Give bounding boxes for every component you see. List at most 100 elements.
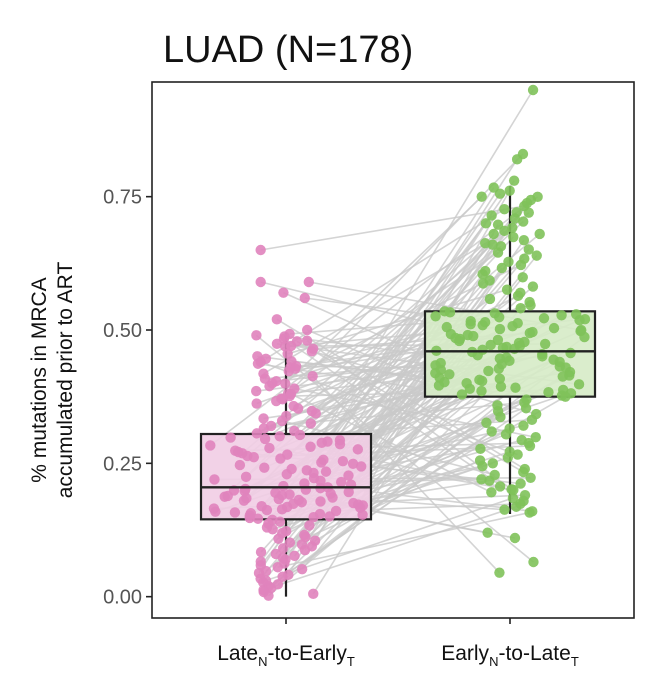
data-point bbox=[288, 498, 299, 510]
data-point bbox=[496, 262, 508, 274]
data-point bbox=[539, 338, 551, 350]
data-point bbox=[494, 312, 505, 323]
data-point bbox=[347, 458, 359, 469]
data-point bbox=[316, 457, 327, 468]
data-point bbox=[282, 348, 293, 360]
data-point bbox=[492, 219, 504, 230]
data-point bbox=[255, 356, 266, 368]
data-point bbox=[308, 588, 319, 600]
data-point bbox=[267, 524, 278, 535]
data-point bbox=[251, 398, 262, 409]
data-point bbox=[274, 431, 285, 442]
data-point bbox=[486, 487, 497, 498]
data-point bbox=[499, 504, 510, 515]
data-point bbox=[518, 420, 529, 431]
data-point bbox=[290, 363, 301, 374]
data-point bbox=[508, 175, 520, 186]
data-point bbox=[289, 550, 300, 562]
data-point bbox=[484, 475, 495, 486]
data-point bbox=[251, 385, 262, 397]
data-point bbox=[289, 425, 300, 437]
data-point bbox=[515, 478, 526, 489]
data-point bbox=[523, 207, 534, 218]
data-point bbox=[492, 247, 504, 258]
data-point bbox=[264, 442, 275, 454]
data-point bbox=[528, 556, 539, 568]
data-point bbox=[240, 471, 252, 483]
data-point bbox=[444, 369, 455, 380]
data-point bbox=[487, 458, 498, 469]
data-point bbox=[503, 256, 514, 268]
x-tick-label: EarlyN-to-LateT bbox=[441, 642, 579, 669]
paired-line bbox=[282, 459, 481, 550]
data-point bbox=[244, 510, 255, 521]
data-point bbox=[285, 388, 297, 400]
data-point bbox=[234, 459, 246, 471]
data-point bbox=[484, 275, 495, 286]
data-point bbox=[482, 527, 493, 538]
data-point bbox=[574, 315, 585, 326]
y-axis: 0.00 0.25 0.50 0.75 bbox=[103, 187, 152, 609]
data-point bbox=[507, 492, 519, 504]
y-tick-label: 0.00 bbox=[103, 587, 142, 609]
y-tick-label: 0.25 bbox=[103, 453, 142, 475]
data-point bbox=[353, 499, 364, 510]
data-point bbox=[512, 290, 524, 302]
data-point bbox=[277, 543, 289, 554]
data-point bbox=[258, 413, 269, 424]
paired-line bbox=[260, 361, 518, 456]
data-point bbox=[548, 354, 559, 365]
data-point bbox=[485, 339, 496, 351]
data-point bbox=[305, 441, 316, 452]
data-point bbox=[456, 389, 468, 400]
data-point bbox=[316, 437, 327, 449]
data-point bbox=[519, 253, 530, 264]
chart-title: LUAD (N=178) bbox=[163, 29, 413, 71]
data-point bbox=[306, 346, 318, 357]
data-point bbox=[275, 453, 286, 464]
data-point bbox=[484, 293, 496, 305]
data-point bbox=[336, 476, 347, 488]
data-point bbox=[434, 372, 445, 383]
data-point bbox=[277, 394, 288, 405]
data-point bbox=[278, 480, 289, 492]
group-early-to-late bbox=[423, 84, 597, 578]
plot-frame bbox=[151, 81, 635, 619]
data-point bbox=[444, 307, 456, 318]
data-point bbox=[441, 321, 452, 333]
data-point bbox=[352, 444, 364, 455]
data-point bbox=[515, 303, 526, 314]
data-point bbox=[229, 507, 241, 518]
data-point bbox=[303, 276, 315, 288]
data-point bbox=[556, 310, 567, 321]
data-point bbox=[527, 326, 538, 338]
data-point bbox=[488, 182, 499, 193]
data-point bbox=[255, 546, 267, 558]
data-point bbox=[277, 527, 288, 539]
data-point bbox=[487, 239, 498, 250]
x-tick-label: LateN-to-EarlyT bbox=[217, 642, 355, 669]
y-axis-label-line1: % mutations in MRCA bbox=[28, 277, 51, 482]
data-point bbox=[481, 417, 492, 428]
data-point bbox=[251, 330, 262, 341]
data-point bbox=[501, 284, 513, 295]
data-point bbox=[325, 488, 336, 499]
paired-line bbox=[260, 205, 525, 251]
data-point bbox=[564, 366, 576, 378]
data-point bbox=[543, 386, 554, 398]
data-point bbox=[525, 194, 537, 206]
data-point bbox=[509, 532, 521, 544]
data-point bbox=[483, 365, 494, 377]
data-point bbox=[476, 385, 487, 397]
points bbox=[430, 84, 591, 578]
data-point bbox=[273, 493, 285, 505]
data-point bbox=[548, 322, 560, 334]
data-point bbox=[284, 489, 295, 500]
data-point bbox=[492, 405, 504, 417]
data-point bbox=[517, 272, 528, 283]
data-point bbox=[296, 563, 308, 575]
data-point bbox=[519, 397, 530, 408]
data-point bbox=[488, 228, 499, 240]
data-point bbox=[486, 210, 497, 221]
data-point bbox=[308, 511, 319, 523]
